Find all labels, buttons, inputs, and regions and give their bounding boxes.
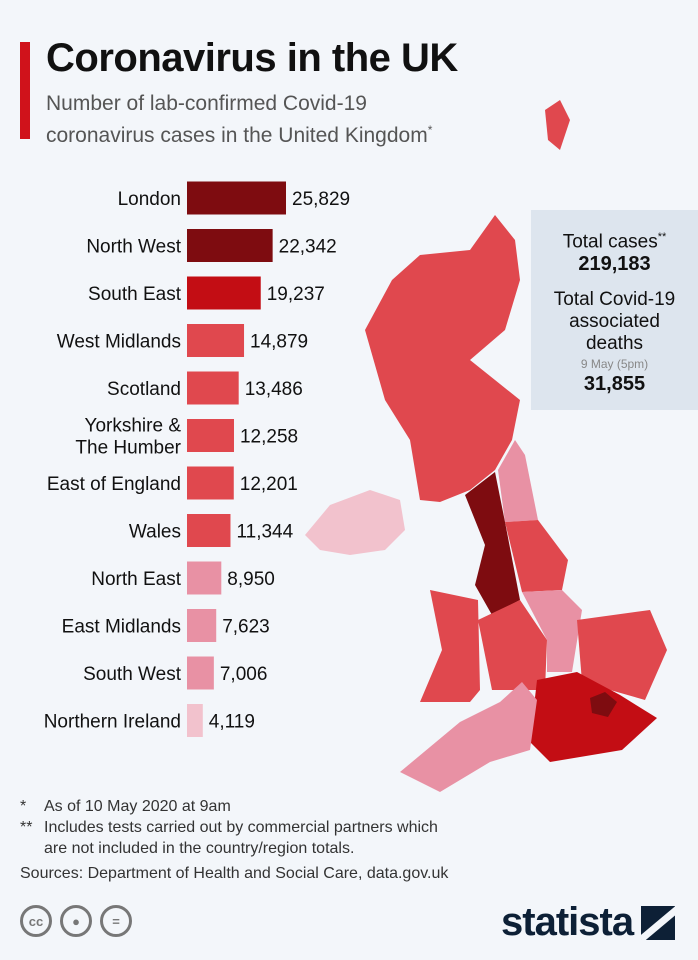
deaths-label-1: Total Covid-19 — [553, 289, 676, 311]
map-wales — [420, 590, 480, 702]
bar — [187, 704, 203, 737]
statista-logo-icon — [641, 905, 676, 940]
totals-box: Total cases** 219,183 Total Covid-19 ass… — [531, 210, 698, 410]
category-label: Wales — [129, 522, 181, 543]
map-northern-ireland — [305, 490, 405, 555]
map-south-west — [400, 682, 537, 792]
bar — [187, 609, 217, 642]
note-1: As of 10 May 2020 at 9am — [44, 798, 231, 815]
value-label: 25,829 — [292, 189, 350, 210]
title-accent-bar — [20, 42, 30, 139]
value-label: 12,201 — [240, 474, 298, 495]
deaths-date: 9 May (5pm) — [580, 357, 649, 372]
category-label: South East — [88, 284, 182, 305]
map-yorkshire — [505, 520, 568, 592]
page-title: Coronavirus in the UK — [46, 36, 458, 80]
value-label: 12,258 — [240, 427, 298, 448]
value-label: 13,486 — [245, 379, 303, 400]
total-cases-mark: ** — [657, 231, 667, 243]
value-label: 4,119 — [209, 712, 255, 733]
note-2-line-1: Includes tests carried out by commercial… — [44, 819, 438, 836]
total-cases-label: Total cases — [562, 231, 658, 253]
map-scotland — [365, 215, 520, 502]
map-north-east — [498, 440, 538, 522]
bar — [187, 466, 234, 500]
subtitle-footnote-mark: * — [427, 123, 433, 137]
subtitle: Number of lab-confirmed Covid-19 coronav… — [46, 90, 432, 149]
deaths-label-2: associated — [569, 311, 660, 333]
category-label: The Humber — [75, 438, 181, 459]
value-label: 7,006 — [220, 664, 268, 685]
bar — [187, 229, 273, 262]
bar — [187, 561, 222, 595]
license-icons: cc ● = — [20, 905, 132, 937]
category-label: North West — [86, 237, 181, 258]
value-label: 7,623 — [222, 617, 270, 638]
bar — [187, 371, 239, 405]
by-icon[interactable]: ● — [60, 905, 92, 937]
total-cases-value: 219,183 — [578, 253, 651, 276]
map-west-midlands — [478, 600, 547, 690]
value-label: 14,879 — [250, 332, 308, 353]
category-label: Northern Ireland — [44, 712, 181, 733]
map-east-midlands — [522, 590, 582, 672]
subtitle-line-2: coronavirus cases in the United Kingdom — [46, 124, 428, 147]
map-south-east — [530, 672, 657, 762]
map-north-west — [465, 472, 520, 615]
value-label: 19,237 — [267, 284, 325, 305]
bar — [187, 656, 214, 690]
nd-icon[interactable]: = — [100, 905, 132, 937]
footnotes: * As of 10 May 2020 at 9am ** Includes tes… — [20, 796, 448, 884]
subtitle-line-1: Number of lab-confirmed Covid-19 — [46, 92, 367, 115]
category-label: Scotland — [107, 379, 181, 400]
bar — [187, 276, 261, 310]
sources: Sources: Department of Health and Social… — [20, 865, 449, 882]
note-2-line-2: are not included in the country/region t… — [44, 840, 355, 857]
bar — [187, 324, 245, 357]
category-label: West Midlands — [57, 332, 181, 353]
bar — [187, 514, 231, 547]
statista-logo[interactable]: statista — [501, 900, 676, 945]
value-label: 11,344 — [236, 522, 293, 543]
category-label: East of England — [47, 474, 181, 495]
note-1-mark: * — [20, 798, 27, 815]
category-label: South West — [83, 664, 182, 685]
category-label: East Midlands — [62, 617, 181, 638]
category-label: North East — [91, 569, 181, 590]
deaths-value: 31,855 — [583, 373, 646, 396]
map-shetland — [545, 100, 570, 150]
map-london — [590, 692, 617, 717]
note-2-mark: ** — [20, 819, 33, 836]
map-east-of-england — [577, 610, 667, 700]
bar — [187, 419, 234, 452]
category-label: London — [118, 189, 181, 210]
bar — [187, 181, 286, 215]
category-label: Yorkshire & — [85, 416, 182, 437]
deaths-label-3: deaths — [585, 333, 644, 355]
value-label: 8,950 — [227, 569, 275, 590]
cc-icon[interactable]: cc — [20, 905, 52, 937]
statista-logo-text: statista — [501, 900, 634, 944]
value-label: 22,342 — [279, 237, 337, 258]
